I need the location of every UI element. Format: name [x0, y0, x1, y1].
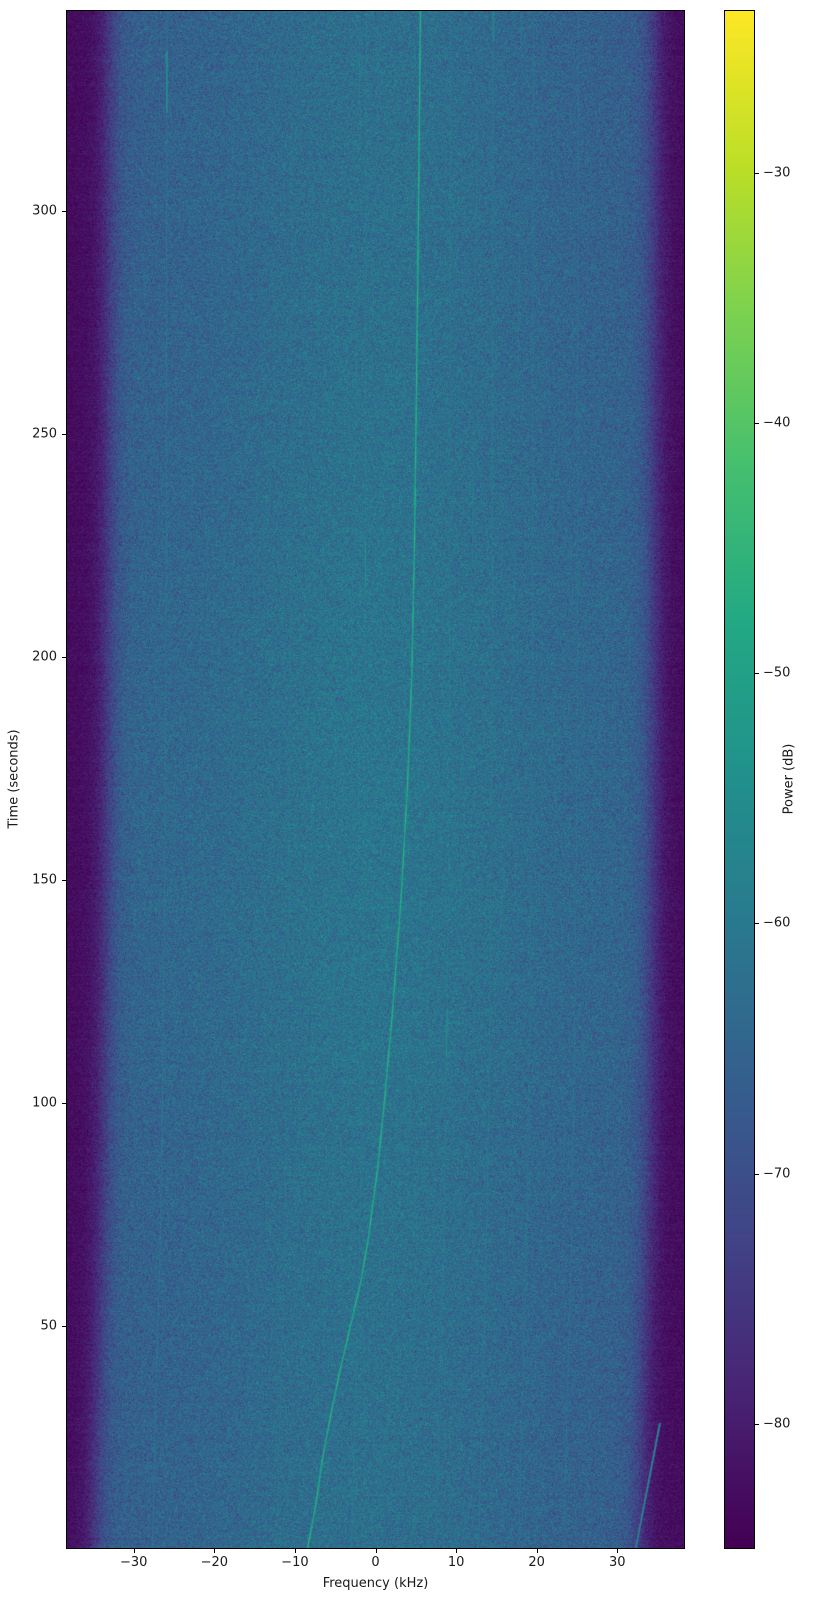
colorbar-tick-label: −70 [763, 1166, 791, 1182]
colorbar-tick [755, 923, 759, 925]
x-tick [536, 1549, 538, 1553]
y-tick-label: 250 [32, 426, 57, 442]
colorbar-label: Power (dB) [781, 743, 797, 815]
y-axis-label: Time (seconds) [6, 729, 22, 829]
y-tick [62, 656, 66, 658]
x-tick-label: −30 [119, 1555, 148, 1570]
y-tick-label: 300 [32, 203, 57, 219]
x-tick-label: 10 [447, 1555, 465, 1570]
x-tick [456, 1549, 458, 1553]
colorbar-tick-label: −80 [763, 1416, 791, 1432]
y-tick-label: 150 [32, 872, 57, 888]
x-tick-label: −20 [200, 1555, 229, 1570]
y-tick-label: 100 [32, 1095, 57, 1111]
x-tick [617, 1549, 619, 1553]
spectrogram-plot [66, 10, 685, 1549]
x-tick [294, 1549, 296, 1553]
colorbar-tick [755, 422, 759, 424]
colorbar-tick-label: −60 [763, 915, 791, 931]
y-tick [62, 879, 66, 881]
colorbar-tick-label: −50 [763, 665, 791, 681]
colorbar-tick-label: −40 [763, 415, 791, 431]
x-tick-label: 20 [528, 1555, 545, 1570]
colorbar-tick-label: −30 [763, 165, 791, 181]
x-tick-label: −10 [281, 1555, 309, 1570]
x-axis-label: Frequency (kHz) [322, 1576, 429, 1591]
spectrogram-image [67, 11, 684, 1548]
y-tick [62, 210, 66, 212]
x-tick [375, 1549, 377, 1553]
x-tick [133, 1549, 135, 1553]
colorbar-tick [755, 1173, 759, 1175]
colorbar-tick [755, 172, 759, 174]
colorbar [724, 10, 755, 1549]
y-tick [62, 1326, 66, 1327]
x-tick-label: 30 [609, 1555, 626, 1570]
y-tick-label: 200 [32, 649, 57, 665]
y-tick-label: 50 [40, 1318, 57, 1334]
colorbar-tick [755, 1423, 759, 1425]
x-tick-label: 0 [371, 1555, 380, 1570]
y-tick [62, 433, 66, 435]
colorbar-tick [755, 673, 759, 675]
y-tick [62, 1102, 66, 1104]
colorbar-gradient [725, 11, 754, 1548]
x-tick [214, 1549, 216, 1553]
